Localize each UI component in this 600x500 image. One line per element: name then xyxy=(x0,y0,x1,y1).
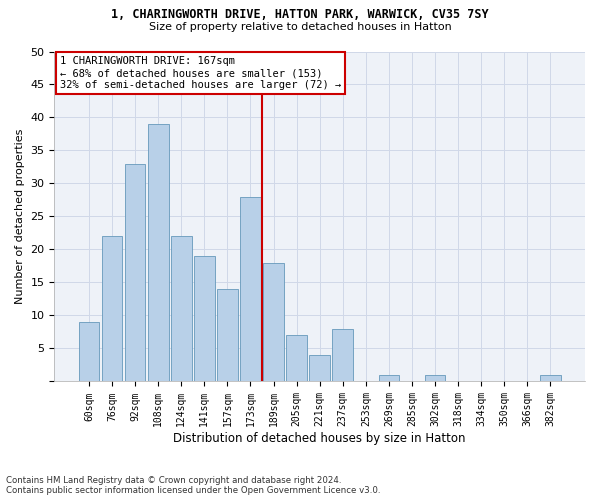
Bar xyxy=(79,322,99,382)
Bar xyxy=(540,375,561,382)
Text: 1 CHARINGWORTH DRIVE: 167sqm
← 68% of detached houses are smaller (153)
32% of s: 1 CHARINGWORTH DRIVE: 167sqm ← 68% of de… xyxy=(60,56,341,90)
Bar xyxy=(263,262,284,382)
Text: 1, CHARINGWORTH DRIVE, HATTON PARK, WARWICK, CV35 7SY: 1, CHARINGWORTH DRIVE, HATTON PARK, WARW… xyxy=(111,8,489,20)
Bar xyxy=(194,256,215,382)
Bar xyxy=(425,375,445,382)
Bar xyxy=(286,336,307,382)
Bar xyxy=(148,124,169,382)
Bar xyxy=(101,236,122,382)
Bar xyxy=(240,196,261,382)
Bar xyxy=(332,328,353,382)
Bar xyxy=(379,375,400,382)
Text: Size of property relative to detached houses in Hatton: Size of property relative to detached ho… xyxy=(149,22,451,32)
Bar xyxy=(171,236,191,382)
Bar xyxy=(125,164,145,382)
Bar xyxy=(310,355,330,382)
Text: Contains HM Land Registry data © Crown copyright and database right 2024.
Contai: Contains HM Land Registry data © Crown c… xyxy=(6,476,380,495)
Y-axis label: Number of detached properties: Number of detached properties xyxy=(15,129,25,304)
Bar xyxy=(217,289,238,382)
X-axis label: Distribution of detached houses by size in Hatton: Distribution of detached houses by size … xyxy=(173,432,466,445)
